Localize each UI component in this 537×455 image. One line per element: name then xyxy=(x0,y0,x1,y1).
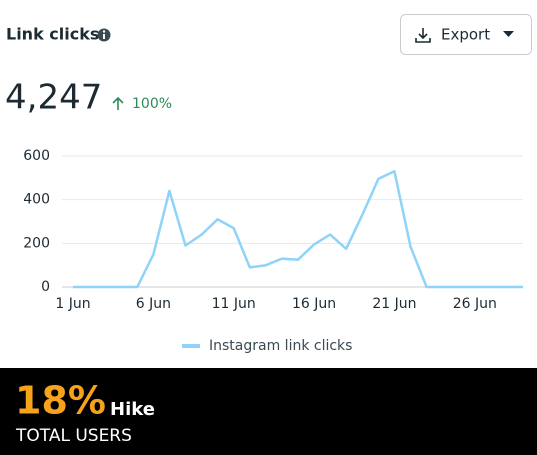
metric-change: 100% xyxy=(132,96,172,112)
info-icon xyxy=(97,28,111,42)
banner xyxy=(0,368,537,455)
legend-label: Instagram link clicks xyxy=(209,338,352,354)
x-tick-label: 6 Jun xyxy=(136,296,171,312)
x-tick-label: 11 Jun xyxy=(212,296,256,312)
banner-label: TOTAL USERS xyxy=(15,426,132,446)
y-tick-label: 400 xyxy=(23,192,50,208)
x-tick-label: 26 Jun xyxy=(453,296,497,312)
export-label[interactable]: Export xyxy=(441,26,490,44)
banner-percent: 18% xyxy=(15,379,106,423)
metric-value: 4,247 xyxy=(5,78,102,118)
y-tick-label: 200 xyxy=(23,235,50,251)
title: Link clicks xyxy=(6,25,99,44)
banner-hike: Hike xyxy=(110,399,155,420)
y-tick-label: 600 xyxy=(23,148,50,164)
export-button[interactable]: Export xyxy=(400,14,532,55)
x-tick-label: 16 Jun xyxy=(292,296,336,312)
up-arrow xyxy=(112,96,124,110)
x-tick-label: 1 Jun xyxy=(55,296,90,312)
x-tick-label: 21 Jun xyxy=(372,296,416,312)
y-tick-label: 0 xyxy=(41,279,50,295)
line xyxy=(73,170,523,289)
